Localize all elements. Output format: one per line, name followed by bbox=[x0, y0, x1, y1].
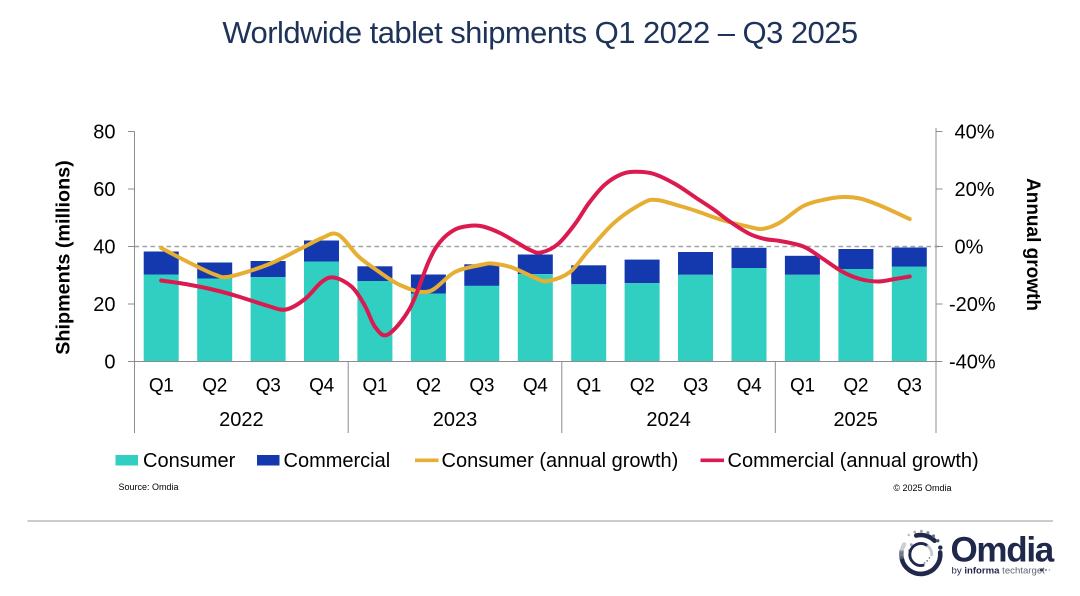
svg-text:20%: 20% bbox=[955, 179, 995, 201]
svg-text:Worldwide tablet shipments Q1: Worldwide tablet shipments Q1 2022 – Q3 … bbox=[222, 15, 857, 50]
svg-text:0: 0 bbox=[104, 352, 115, 374]
svg-text:Annual growth: Annual growth bbox=[1022, 178, 1043, 311]
svg-text:Q4: Q4 bbox=[737, 375, 762, 396]
svg-text:Consumer: Consumer bbox=[143, 450, 236, 472]
svg-text:Q2: Q2 bbox=[202, 375, 227, 396]
svg-text:Q1: Q1 bbox=[149, 375, 174, 396]
svg-text:0%: 0% bbox=[955, 237, 984, 259]
svg-text:Q3: Q3 bbox=[256, 375, 281, 396]
svg-text:20: 20 bbox=[93, 294, 115, 316]
svg-text:40%: 40% bbox=[955, 122, 995, 144]
svg-text:Consumer (annual growth): Consumer (annual growth) bbox=[442, 450, 679, 472]
svg-text:Q1: Q1 bbox=[576, 375, 601, 396]
svg-text:Q2: Q2 bbox=[416, 375, 441, 396]
svg-text:2023: 2023 bbox=[433, 409, 478, 431]
svg-text:Q3: Q3 bbox=[683, 375, 708, 396]
svg-text:-20%: -20% bbox=[949, 294, 996, 316]
svg-text:Commercial (annual growth): Commercial (annual growth) bbox=[728, 450, 979, 472]
svg-text:Q1: Q1 bbox=[363, 375, 388, 396]
svg-text:Q3: Q3 bbox=[469, 375, 494, 396]
svg-text:Q3: Q3 bbox=[897, 375, 922, 396]
svg-text:2022: 2022 bbox=[219, 409, 264, 431]
svg-text:60: 60 bbox=[93, 179, 115, 201]
svg-text:Q4: Q4 bbox=[523, 375, 548, 396]
svg-text:Commercial: Commercial bbox=[284, 450, 391, 472]
svg-text:2025: 2025 bbox=[833, 409, 878, 431]
svg-text:80: 80 bbox=[93, 122, 115, 144]
svg-text:Q4: Q4 bbox=[309, 375, 334, 396]
svg-text:2024: 2024 bbox=[646, 409, 691, 431]
svg-text:40: 40 bbox=[93, 237, 115, 259]
svg-text:Q2: Q2 bbox=[843, 375, 868, 396]
svg-text:Omdia: Omdia bbox=[951, 531, 1055, 570]
svg-text:by informa techtarget: by informa techtarget bbox=[952, 566, 1046, 577]
svg-text:Source: Omdia: Source: Omdia bbox=[119, 482, 179, 492]
svg-text:Shipments (millions): Shipments (millions) bbox=[53, 160, 75, 355]
svg-text:-40%: -40% bbox=[949, 352, 996, 374]
svg-text:Q1: Q1 bbox=[790, 375, 815, 396]
svg-text:© 2025 Omdia: © 2025 Omdia bbox=[893, 483, 951, 493]
svg-text:Q2: Q2 bbox=[630, 375, 655, 396]
